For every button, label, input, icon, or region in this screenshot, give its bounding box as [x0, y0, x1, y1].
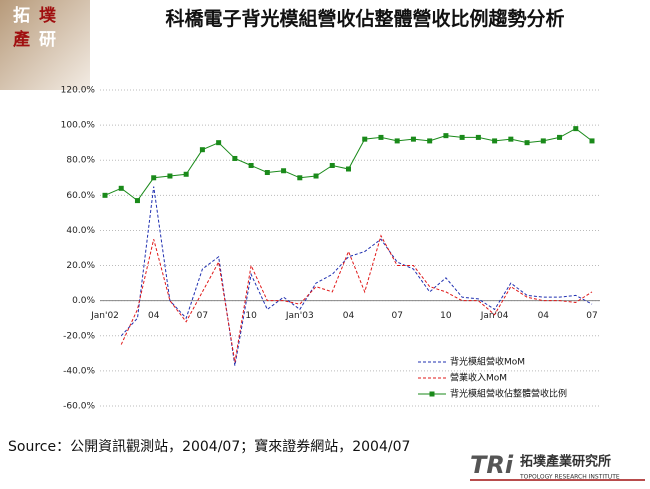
point	[134, 198, 140, 204]
footer-logo-name: 拓墣產業研究所	[520, 454, 611, 470]
point	[118, 185, 124, 191]
legend-marker	[429, 391, 435, 397]
y-tick-label: 20.0%	[66, 261, 95, 271]
y-tick-label: 40.0%	[66, 226, 95, 236]
x-tick-label: 10	[440, 311, 452, 321]
x-tick-label: 07	[197, 311, 208, 321]
y-tick-label: 80.0%	[66, 156, 95, 166]
y-tick-label: -60.0%	[63, 402, 95, 412]
point	[443, 133, 449, 139]
y-tick-label: 0.0%	[72, 296, 95, 306]
point	[492, 138, 498, 144]
logo-bg	[0, 0, 90, 90]
x-tick-label: 07	[586, 311, 597, 321]
logo-char: 墣	[39, 6, 56, 26]
chart-title: 科橋電子背光模組營收佔整體營收比例趨勢分析	[165, 7, 564, 30]
source: Source：公開資訊觀測站，2004/07；寶來證券網站，2004/07	[8, 438, 410, 455]
series-line	[104, 128, 593, 202]
x-tick-label: Jan'02	[90, 311, 119, 321]
point	[524, 140, 530, 146]
point	[183, 171, 189, 177]
logo-char: 拓	[13, 6, 30, 26]
x-tick-label: 10	[245, 311, 257, 321]
point	[281, 168, 287, 174]
legend-label: 背光模組營收佔整體營收比例	[450, 388, 567, 400]
x-tick-label: Jan'04	[480, 311, 509, 321]
point	[540, 138, 546, 144]
footer-logo-english: TOPOLOGY RESEARCH INSTITUTE	[519, 474, 620, 481]
x-tick-label: 04	[343, 311, 355, 321]
y-tick-label: 100.0%	[61, 121, 96, 131]
point	[297, 175, 303, 181]
point	[475, 134, 481, 140]
point	[508, 136, 514, 142]
y-tick-label: 120.0%	[61, 86, 96, 96]
point	[232, 155, 238, 161]
point	[313, 173, 319, 179]
point	[151, 175, 157, 181]
point	[216, 140, 222, 146]
y-tick-label: 60.0%	[66, 191, 95, 201]
point	[557, 134, 563, 140]
logo-char: 產	[13, 29, 30, 50]
x-tick-label: 04	[538, 311, 550, 321]
point	[573, 126, 579, 132]
series-line	[120, 186, 593, 366]
y-tick-label: -20.0%	[63, 331, 95, 341]
point	[378, 134, 384, 140]
point	[427, 138, 433, 144]
x-tick-label: 07	[391, 311, 402, 321]
x-tick-label: Jan'03	[285, 311, 314, 321]
point	[589, 138, 595, 144]
point	[346, 166, 351, 172]
series-line	[120, 234, 593, 363]
legend-label: 背光模組營收MoM	[450, 356, 525, 368]
point	[264, 170, 270, 176]
point	[102, 192, 108, 198]
legend-label: 營業收入MoM	[450, 372, 507, 384]
point	[329, 162, 335, 168]
footer-logo-mark: TRi	[470, 451, 514, 479]
point	[199, 147, 205, 153]
x-tick-label: 04	[148, 311, 160, 321]
point	[459, 134, 465, 140]
y-tick-label: -40.0%	[63, 366, 95, 376]
point	[410, 136, 416, 142]
logo-char: 研	[39, 30, 56, 50]
point	[248, 162, 254, 168]
point	[167, 173, 173, 179]
point	[394, 138, 400, 144]
point	[362, 136, 368, 142]
